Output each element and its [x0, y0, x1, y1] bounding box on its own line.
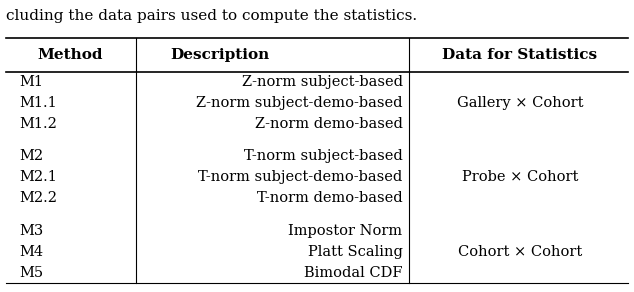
Text: Platt Scaling: Platt Scaling	[307, 245, 403, 259]
Text: M2.1: M2.1	[19, 171, 57, 184]
Text: cluding the data pairs used to compute the statistics.: cluding the data pairs used to compute t…	[6, 9, 417, 23]
Text: Bimodal CDF: Bimodal CDF	[304, 266, 403, 280]
Text: Data for Statistics: Data for Statistics	[443, 48, 597, 62]
Text: Impostor Norm: Impostor Norm	[288, 224, 403, 238]
Text: T-norm subject-based: T-norm subject-based	[244, 150, 403, 164]
Text: M3: M3	[19, 224, 43, 238]
Text: Z-norm subject-based: Z-norm subject-based	[242, 75, 403, 89]
Text: T-norm demo-based: T-norm demo-based	[257, 191, 403, 205]
Text: Cohort × Cohort: Cohort × Cohort	[458, 245, 582, 259]
Text: Method: Method	[37, 48, 103, 62]
Text: M2.2: M2.2	[19, 191, 57, 205]
Text: M4: M4	[19, 245, 43, 259]
Text: Probe × Cohort: Probe × Cohort	[462, 171, 578, 184]
Text: T-norm subject-demo-based: T-norm subject-demo-based	[198, 171, 403, 184]
Text: M1: M1	[19, 75, 43, 89]
Text: M5: M5	[19, 266, 43, 280]
Text: M1.2: M1.2	[19, 117, 57, 131]
Text: Gallery × Cohort: Gallery × Cohort	[456, 96, 583, 110]
Text: Description: Description	[170, 48, 269, 62]
Text: Z-norm demo-based: Z-norm demo-based	[255, 117, 403, 131]
Text: M2: M2	[19, 150, 43, 164]
Text: Z-norm subject-demo-based: Z-norm subject-demo-based	[196, 96, 403, 110]
Text: M1.1: M1.1	[19, 96, 57, 110]
